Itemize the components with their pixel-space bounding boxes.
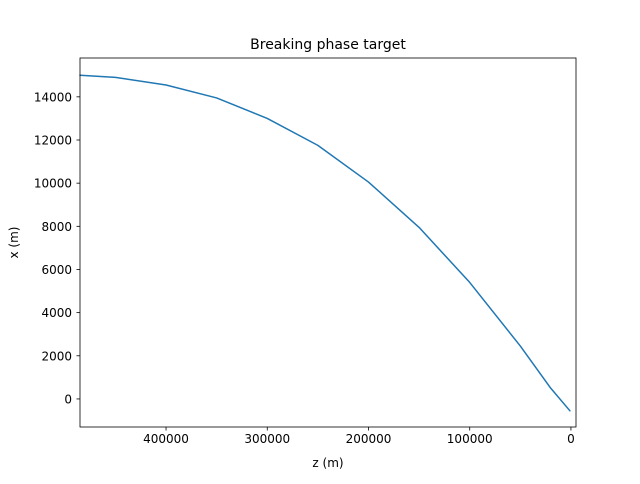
- plot-area: [80, 58, 576, 427]
- x-tick-label: 300000: [244, 432, 290, 446]
- x-tick-label: 0: [567, 432, 575, 446]
- x-axis-label: z (m): [312, 456, 343, 470]
- y-tick-label: 14000: [34, 90, 72, 104]
- x-tick-label: 400000: [143, 432, 189, 446]
- y-tick-label: 8000: [41, 220, 72, 234]
- y-tick-label: 4000: [41, 306, 72, 320]
- chart-title: Breaking phase target: [250, 37, 406, 53]
- y-axis-label: x (m): [7, 227, 21, 259]
- plot-layer: [79, 74, 571, 412]
- y-tick-label: 6000: [41, 263, 72, 277]
- y-tick-label: 12000: [34, 134, 72, 148]
- y-tick-label: 10000: [34, 177, 72, 191]
- y-tick-label: 2000: [41, 349, 72, 363]
- series-line-0: [79, 74, 571, 412]
- x-tick-label: 200000: [346, 432, 392, 446]
- y-tick-label: 0: [64, 392, 72, 406]
- x-tick-label: 100000: [447, 432, 493, 446]
- plot-frame: [79, 57, 577, 428]
- axes-layer: 400000 300000 200000 100000 0 0 2000 4000 6000 80…: [34, 90, 575, 446]
